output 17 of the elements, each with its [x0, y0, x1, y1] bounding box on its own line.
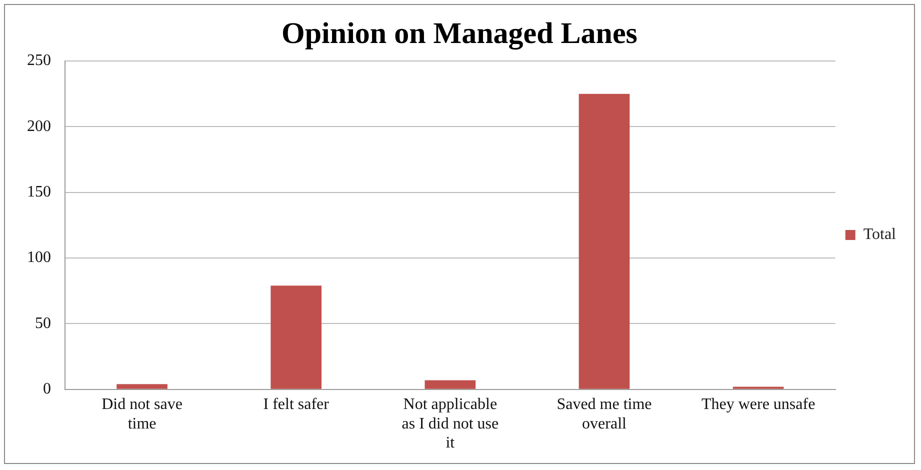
bar — [116, 384, 168, 389]
x-tick-label: They were unsafe — [701, 396, 816, 414]
y-tick-label: 100 — [27, 249, 51, 266]
bar — [578, 94, 630, 389]
y-tick-label: 200 — [27, 118, 51, 135]
y-tick-label: 250 — [27, 52, 51, 70]
bar — [424, 380, 476, 389]
legend-label: Total — [863, 226, 897, 244]
x-tick-label: Not applicable as I did not use it — [402, 396, 499, 452]
bar — [270, 286, 322, 389]
y-tick-label: 50 — [35, 314, 51, 332]
y-tick-label: 150 — [27, 184, 51, 201]
chart-title: Opinion on Managed Lanes — [282, 16, 638, 50]
x-tick-label: Did not save time — [102, 396, 182, 432]
x-tick-label: I felt safer — [263, 396, 330, 414]
x-tick-label: Saved me time overall — [556, 396, 652, 432]
y-tick-label: 0 — [43, 380, 51, 398]
